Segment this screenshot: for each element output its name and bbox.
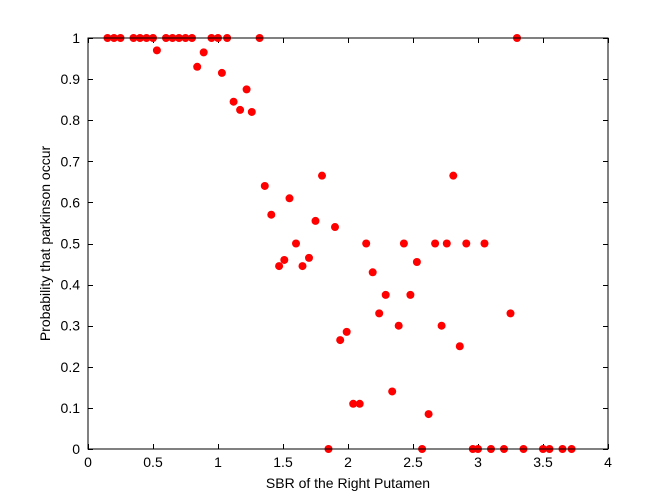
x-tick-label: 0.5 (143, 454, 163, 470)
data-point (437, 321, 446, 330)
data-point (355, 399, 364, 408)
data-point (267, 210, 276, 219)
y-tick-label: 0 (72, 441, 80, 457)
data-point (462, 239, 471, 248)
data-point (406, 290, 415, 299)
x-tick-label: 2.5 (403, 454, 423, 470)
x-tick-label: 3.5 (533, 454, 553, 470)
data-point (229, 97, 238, 106)
data-point (217, 68, 226, 77)
y-tick-label: 0.4 (61, 277, 81, 293)
data-point (236, 105, 245, 114)
data-point (368, 268, 377, 277)
data-point (449, 171, 458, 180)
data-point (305, 253, 313, 262)
data-point (455, 342, 464, 351)
data-point (260, 181, 269, 190)
data-point (247, 107, 256, 116)
y-tick-label: 0.8 (61, 112, 81, 128)
data-point (336, 336, 345, 345)
data-points (103, 34, 576, 453)
data-point (424, 410, 433, 419)
y-axis-label: Probability that parkinson occur (37, 146, 53, 342)
x-tick-label: 4 (604, 454, 612, 470)
x-axis-ticks: 0 0.5 1 1.5 2 2.5 3 3.5 4 (84, 38, 612, 470)
data-point (199, 48, 208, 57)
data-point (412, 257, 421, 266)
data-point (275, 262, 284, 271)
x-tick-label: 1 (214, 454, 222, 470)
x-tick-label: 0 (84, 454, 92, 470)
data-point (480, 239, 489, 248)
data-point (318, 171, 326, 180)
data-point (342, 327, 351, 336)
x-tick-label: 2 (344, 454, 352, 470)
data-point (431, 239, 440, 248)
data-point (331, 223, 339, 232)
data-point (193, 62, 202, 71)
data-point (362, 239, 371, 248)
data-point (349, 399, 358, 408)
y-tick-label: 0.5 (61, 236, 81, 252)
data-point (399, 239, 408, 248)
data-point (152, 46, 161, 55)
y-tick-label: 0.1 (61, 400, 81, 416)
data-point (394, 321, 403, 330)
data-point (280, 255, 289, 264)
plot-frame (87, 37, 609, 450)
x-tick-label: 3 (474, 454, 482, 470)
data-point (285, 194, 294, 203)
data-point (506, 309, 515, 318)
y-tick-label: 0.2 (61, 359, 81, 375)
data-point (298, 262, 307, 271)
y-axis-ticks: 0 0.1 0.2 0.3 0.4 0.5 0.6 0.7 0.8 0.9 1 (61, 30, 608, 457)
x-axis-label: SBR of the Right Putamen (266, 475, 430, 491)
plot-area (88, 38, 608, 449)
data-point (311, 216, 320, 225)
data-point (442, 239, 451, 248)
y-tick-label: 0.6 (61, 194, 81, 210)
data-point (292, 239, 300, 248)
y-tick-label: 0.7 (61, 153, 81, 169)
y-tick-label: 1 (72, 30, 80, 46)
x-tick-label: 1.5 (273, 454, 293, 470)
y-tick-label: 0.9 (61, 71, 81, 87)
data-point (381, 290, 390, 299)
data-point (242, 85, 251, 94)
data-point (375, 309, 384, 318)
y-tick-label: 0.3 (61, 318, 81, 334)
data-point (388, 387, 397, 396)
